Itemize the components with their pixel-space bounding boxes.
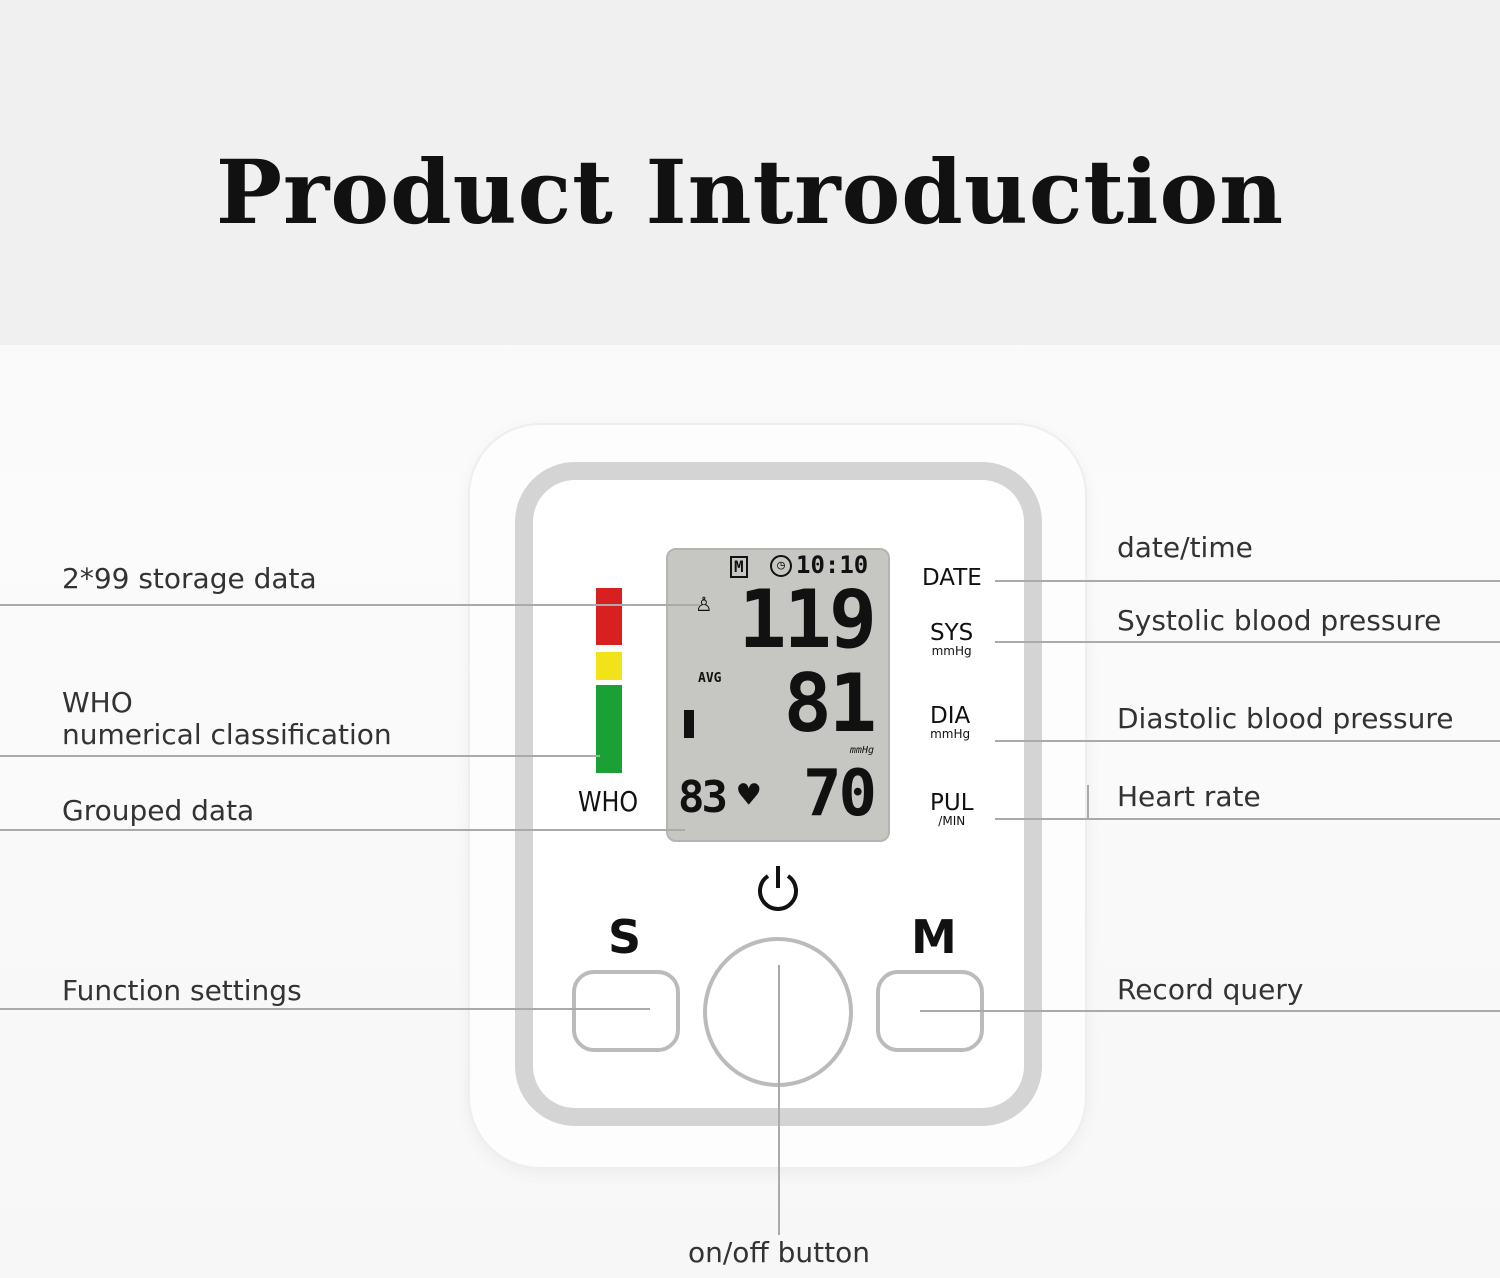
leader-heart-rate xyxy=(995,818,1500,820)
pul-unit: /MIN xyxy=(938,814,966,828)
sys-text: SYS xyxy=(930,620,974,646)
leader-datetime xyxy=(995,580,1500,582)
leader-function xyxy=(0,1008,650,1010)
leader-onoff xyxy=(778,965,780,1235)
label-record: Record query xyxy=(1117,973,1304,1006)
label-function: Function settings xyxy=(62,974,302,1007)
lcd-time: 10:10 xyxy=(796,551,869,579)
lcd-pulse: 70 xyxy=(802,757,877,831)
leader-diastolic xyxy=(995,740,1500,742)
date-label: DATE xyxy=(922,567,982,590)
sys-label: SYS mmHg xyxy=(930,622,973,658)
label-heart-rate: Heart rate xyxy=(1117,780,1261,813)
s-button[interactable] xyxy=(572,970,680,1052)
lcd-group: 83 xyxy=(678,772,728,823)
lcd-systolic: 119 xyxy=(738,573,877,666)
label-who-1: WHO xyxy=(62,686,133,719)
pul-text: PUL xyxy=(930,790,974,816)
who-label: WHO xyxy=(578,785,639,818)
leader-heart-rate-tick xyxy=(1087,785,1089,820)
m-key-label: M xyxy=(911,910,957,964)
dia-label: DIA mmHg xyxy=(930,705,970,741)
label-onoff: on/off button xyxy=(688,1236,870,1269)
who-yellow xyxy=(596,652,622,680)
lcd-display: M ◷ 10:10 ♙ 119 AVG 81 mmHg 83 ♥ 70 xyxy=(666,548,890,842)
page-title: Product Introduction xyxy=(215,140,1285,244)
lcd-diastolic: 81 xyxy=(783,657,877,750)
lcd-unit: mmHg xyxy=(849,745,874,756)
power-icon xyxy=(752,862,804,914)
leader-grouped xyxy=(0,829,685,831)
s-key-label: S xyxy=(608,910,642,964)
dia-unit: mmHg xyxy=(930,727,971,741)
label-grouped: Grouped data xyxy=(62,794,255,827)
leader-record xyxy=(920,1010,1500,1012)
header-band xyxy=(0,0,1500,345)
who-red xyxy=(596,588,622,645)
heart-icon: ♥ xyxy=(738,775,760,816)
lcd-avg: AVG xyxy=(698,671,722,686)
leader-systolic xyxy=(995,641,1500,643)
user-icon: ♙ xyxy=(696,588,712,618)
label-who-2: numerical classification xyxy=(62,718,392,751)
label-diastolic: Diastolic blood pressure xyxy=(1117,702,1454,735)
pul-label: PUL/MIN xyxy=(930,792,974,828)
who-green xyxy=(596,685,622,773)
clock-icon: ◷ xyxy=(770,555,792,577)
leader-who xyxy=(0,755,600,757)
sys-unit: mmHg xyxy=(931,644,972,658)
memory-icon: M xyxy=(730,556,748,578)
date-text: DATE xyxy=(922,565,982,591)
lcd-indicator xyxy=(684,710,694,738)
label-datetime: date/time xyxy=(1117,531,1253,564)
label-storage: 2*99 storage data xyxy=(62,562,317,595)
leader-storage xyxy=(0,604,700,606)
label-systolic: Systolic blood pressure xyxy=(1117,604,1442,637)
dia-text: DIA xyxy=(930,703,971,729)
